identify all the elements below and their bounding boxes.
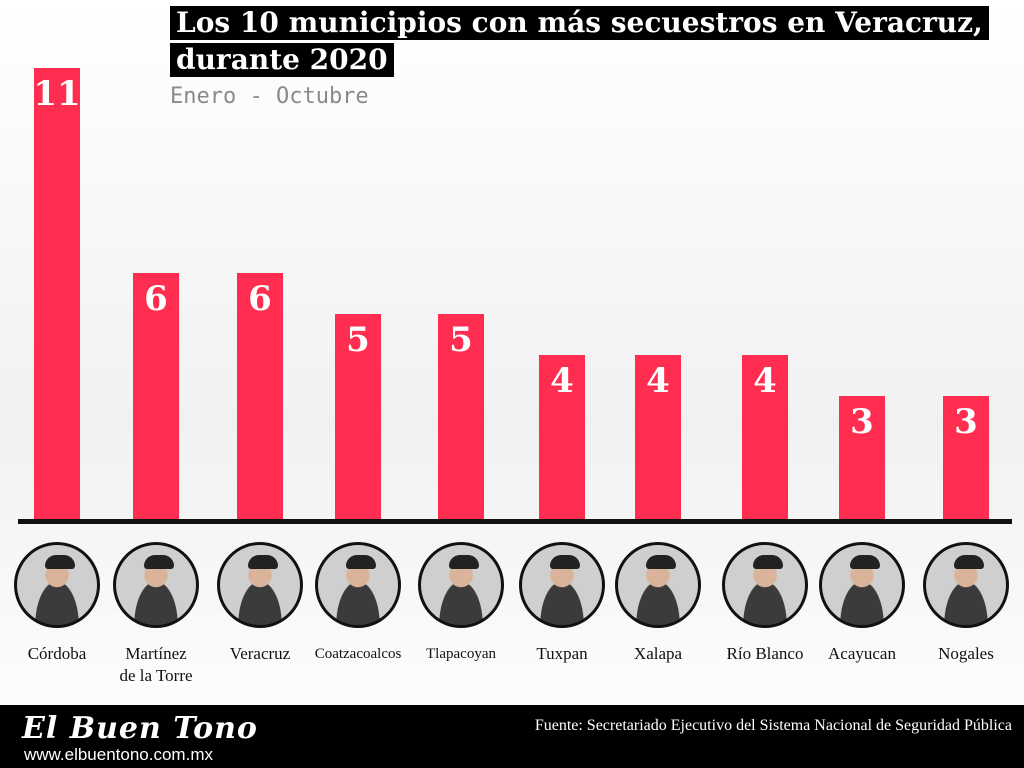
mayor-photo — [315, 542, 401, 628]
bar-3 — [237, 273, 283, 519]
category-label: Coatzacoalcos — [314, 646, 402, 662]
category-label: Tuxpan — [536, 644, 588, 663]
bar-value-label: 5 — [346, 320, 370, 360]
bar-7 — [635, 355, 681, 519]
bar-6 — [539, 355, 585, 519]
chart-area: 11 Córdoba 6 Martínez de la Torre 6 Veracruz 5 C… — [14, 68, 1012, 685]
source-note: Fuente: Secretariado Ejecutivo del Siste… — [534, 717, 1012, 734]
category-label: Río Blanco — [726, 644, 804, 663]
mayor-photo — [615, 542, 701, 628]
bar-value-label: 4 — [550, 361, 574, 401]
bar-value-label: 6 — [248, 279, 272, 319]
bar-value-label: 4 — [646, 361, 670, 401]
mayor-photo — [113, 542, 199, 628]
footer-bar: El Buen Tono www.elbuentono.com.mx Fuent… — [0, 705, 1024, 768]
bar-10 — [943, 396, 989, 519]
x-axis-baseline — [18, 519, 1012, 524]
mayor-photo — [217, 542, 303, 628]
mayor-photo — [14, 542, 100, 628]
mayor-photo — [519, 542, 605, 628]
mayor-photo — [418, 542, 504, 628]
category-label: Córdoba — [27, 644, 87, 663]
brand-logo-text: El Buen Tono — [22, 711, 258, 746]
bar-value-label: 6 — [144, 279, 168, 319]
chart-title-line-1: Los 10 municipios con más secuestros en … — [170, 6, 989, 40]
category-label: Acayucan — [828, 644, 896, 663]
mayor-photo — [722, 542, 808, 628]
category-label: Tlapacoyan — [426, 646, 496, 662]
bar-9 — [839, 396, 885, 519]
category-label: Nogales — [938, 644, 994, 663]
mayor-photo — [819, 542, 905, 628]
bar-value-label: 11 — [33, 74, 81, 114]
mayor-photo — [923, 542, 1009, 628]
bar-value-label: 3 — [954, 402, 978, 442]
bar-5 — [438, 314, 484, 519]
bar-value-label: 4 — [753, 361, 777, 401]
bar-8 — [742, 355, 788, 519]
category-label: Xalapa — [633, 644, 683, 663]
bar-value-label: 3 — [850, 402, 874, 442]
chart-title-line-2: durante 2020 — [170, 43, 394, 77]
bar-value-label: 5 — [449, 320, 473, 360]
category-label: Veracruz — [229, 644, 291, 663]
bar-1 — [34, 68, 80, 519]
website-url: www.elbuentono.com.mx — [24, 745, 213, 764]
bar-4 — [335, 314, 381, 519]
bar-2 — [133, 273, 179, 519]
chart-subtitle: Enero - Octubre — [170, 84, 369, 109]
category-label: Martínez de la Torre — [119, 644, 193, 685]
